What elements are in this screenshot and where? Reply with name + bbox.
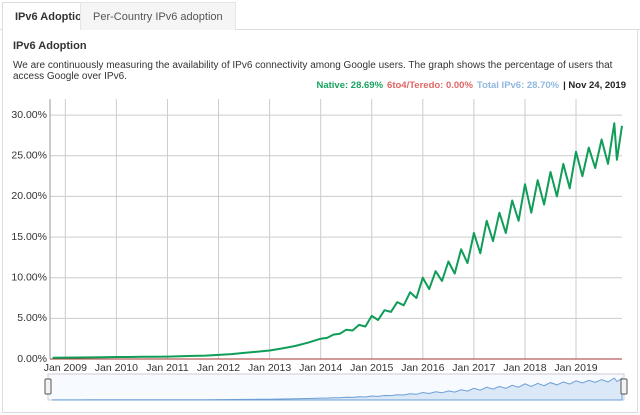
heading: IPv6 Adoption — [13, 40, 87, 52]
y-tick-label: 15.00% — [11, 231, 47, 243]
y-tick-label: 25.00% — [11, 150, 47, 162]
x-tick-label: Jan 2014 — [299, 362, 342, 374]
x-tick-label: Jan 2015 — [350, 362, 393, 374]
legend-entry: | Nov 24, 2019 — [563, 80, 626, 91]
x-tick-label: Jan 2010 — [95, 362, 138, 374]
x-tick-label: Jan 2016 — [401, 362, 444, 374]
x-tick-label: Jan 2017 — [452, 362, 495, 374]
x-tick-label: Jan 2011 — [146, 362, 189, 374]
y-tick-label: 30.00% — [11, 109, 47, 121]
navigator-area — [52, 377, 623, 401]
tab-bar: IPv6 Adoption Per-Country IPv6 adoption — [0, 0, 640, 30]
data-line — [52, 122, 623, 359]
y-tick-label: 20.00% — [11, 190, 47, 202]
legend-entry: Total IPv6: 28.70% — [476, 80, 560, 91]
y-tick-label: 5.00% — [17, 312, 47, 324]
description: We are continuously measuring the availa… — [13, 60, 613, 82]
legend-entry: Native: 28.69% — [316, 80, 384, 91]
legend: Native: 28.69% 6to4/Teredo: 0.00% Total IP… — [312, 80, 626, 91]
tab[interactable]: Per-Country IPv6 adoption — [80, 2, 236, 30]
x-tick-label: Jan 2013 — [248, 362, 291, 374]
x-tick-label: Jan 2018 — [503, 362, 546, 374]
x-tick-label: Jan 2009 — [44, 362, 87, 374]
legend-entry: 6to4/Teredo: 0.00% — [387, 80, 473, 91]
panel — [2, 29, 638, 413]
y-tick-label: 0.00% — [17, 353, 47, 365]
chart: 0.00% 5.00% 10.00% 15.00% 20.00% 25.00% 30.00%… — [11, 99, 628, 401]
y-tick-label: 10.00% — [11, 271, 47, 283]
navigator-handle[interactable] — [620, 378, 628, 395]
x-tick-label: Jan 2019 — [554, 362, 597, 374]
navigator-handle[interactable] — [44, 378, 52, 395]
x-tick-label: Jan 2012 — [197, 362, 240, 374]
